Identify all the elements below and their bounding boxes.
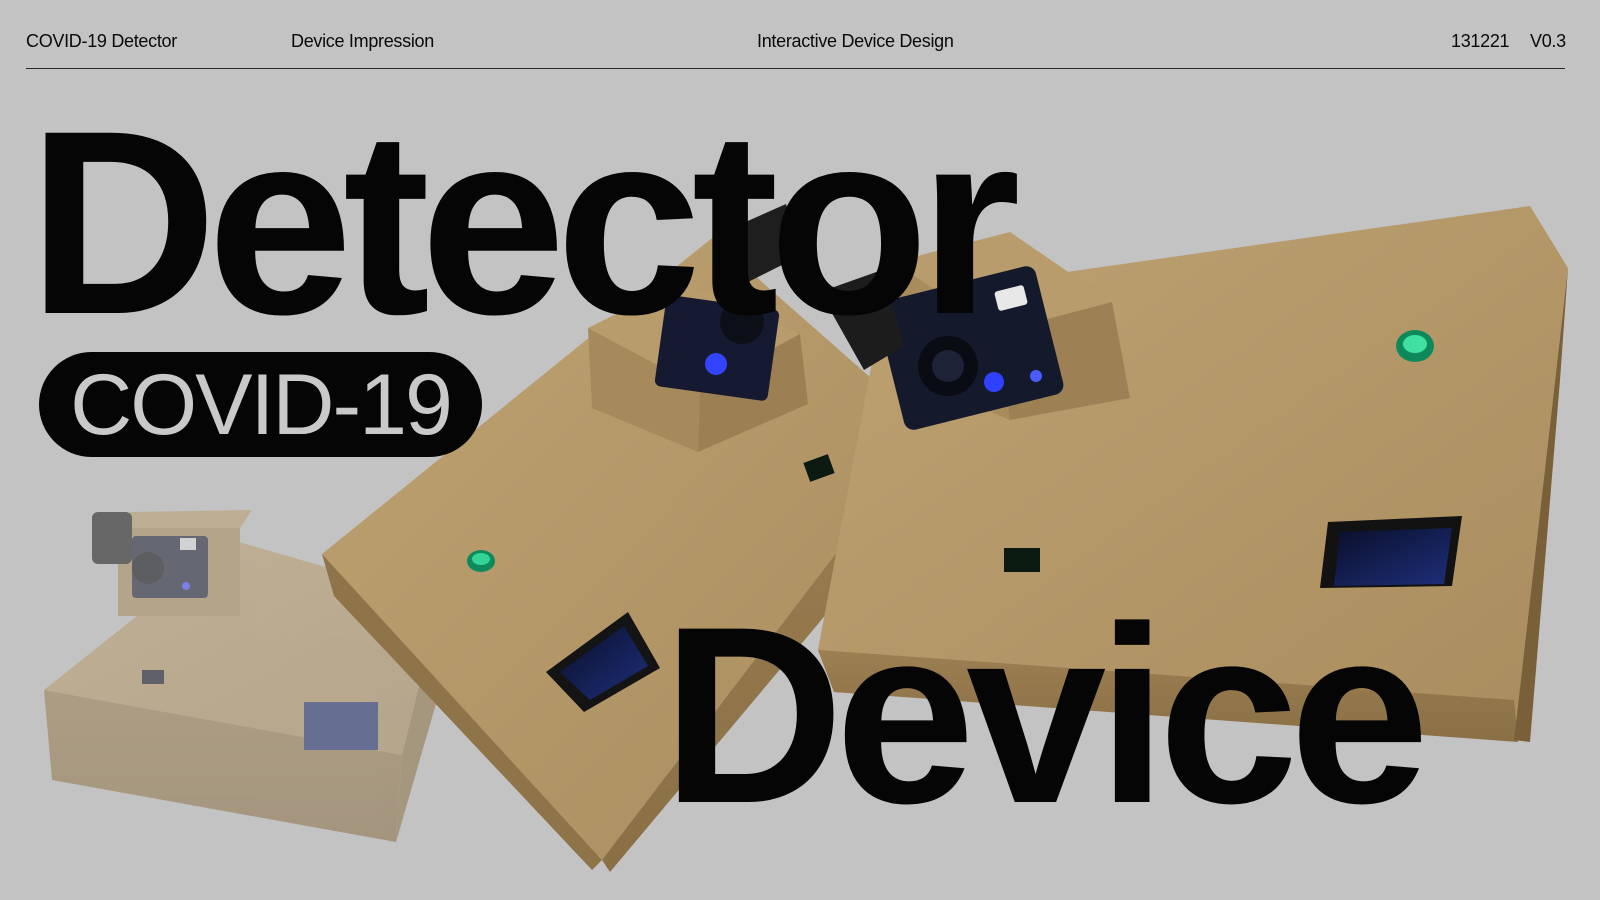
course-title: Interactive Device Design <box>757 31 954 51</box>
date-label: 131221 <box>1451 31 1510 51</box>
header-bar: COVID-19 Detector Device Impression Inte… <box>26 0 1566 69</box>
section-title: Device Impression <box>291 31 434 51</box>
covid-badge-label: COVID-19 <box>70 356 453 453</box>
device-photo-right <box>818 206 1568 742</box>
headline-detector: Detector <box>28 76 1021 369</box>
headline-device: Device <box>662 575 1430 856</box>
project-title: COVID-19 Detector <box>26 31 177 51</box>
device-photo-left <box>44 510 440 842</box>
covid-badge: COVID-19 <box>39 352 482 457</box>
version-label: V0.3 <box>1530 31 1566 51</box>
